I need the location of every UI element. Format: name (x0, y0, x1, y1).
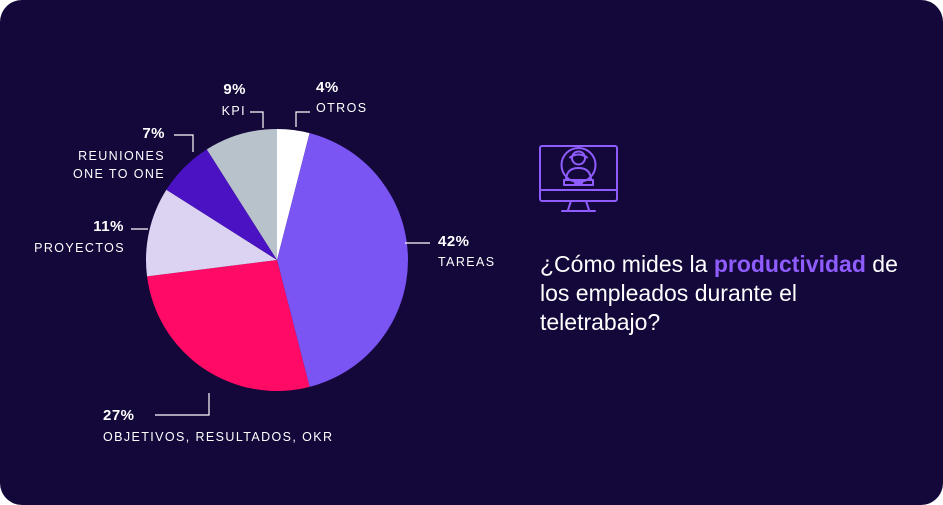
monitor-user-icon (539, 145, 618, 212)
slice-proyectos-percent: 11% (93, 218, 124, 235)
slice-reuniones-percent: 7% (142, 125, 165, 142)
slice-objetivos-label: OBJETIVOS, RESULTADOS, OKR (103, 430, 334, 444)
slice-otros-percent: 4% (316, 79, 339, 96)
question-highlight: productividad (713, 251, 866, 277)
slice-reuniones-label-line2: ONE TO ONE (72, 167, 165, 181)
slice-tareas-percent: 42% (438, 233, 470, 250)
survey-question: ¿Cómo mides la productividad de los empl… (540, 250, 920, 337)
pie-slice-objetivos (147, 260, 310, 391)
pie-slice-reuniones (166, 149, 277, 260)
leader-objetivos (155, 393, 210, 416)
leader-otros (295, 111, 310, 127)
slice-kpi-label: KPI (221, 104, 246, 118)
slice-objetivos-percent: 27% (103, 407, 135, 424)
leader-reuniones (174, 134, 194, 152)
pie-slice-kpi (206, 129, 277, 260)
question-text-before: ¿Cómo mides la (540, 251, 714, 277)
pie-slice-proyectos (145, 189, 277, 277)
slice-tareas-label: TAREAS (438, 255, 496, 269)
pie-slice-tareas (277, 133, 408, 387)
slice-proyectos-label: PROYECTOS (34, 241, 125, 255)
leader-kpi (250, 111, 264, 128)
slice-kpi-percent: 9% (223, 81, 246, 98)
slice-otros-label: OTROS (316, 101, 368, 115)
question-text-after: de los empleados durante el teletrabajo? (540, 251, 898, 335)
slice-reuniones-label-line1: REUNIONES (78, 149, 165, 163)
pie-slice-otros (277, 129, 310, 260)
